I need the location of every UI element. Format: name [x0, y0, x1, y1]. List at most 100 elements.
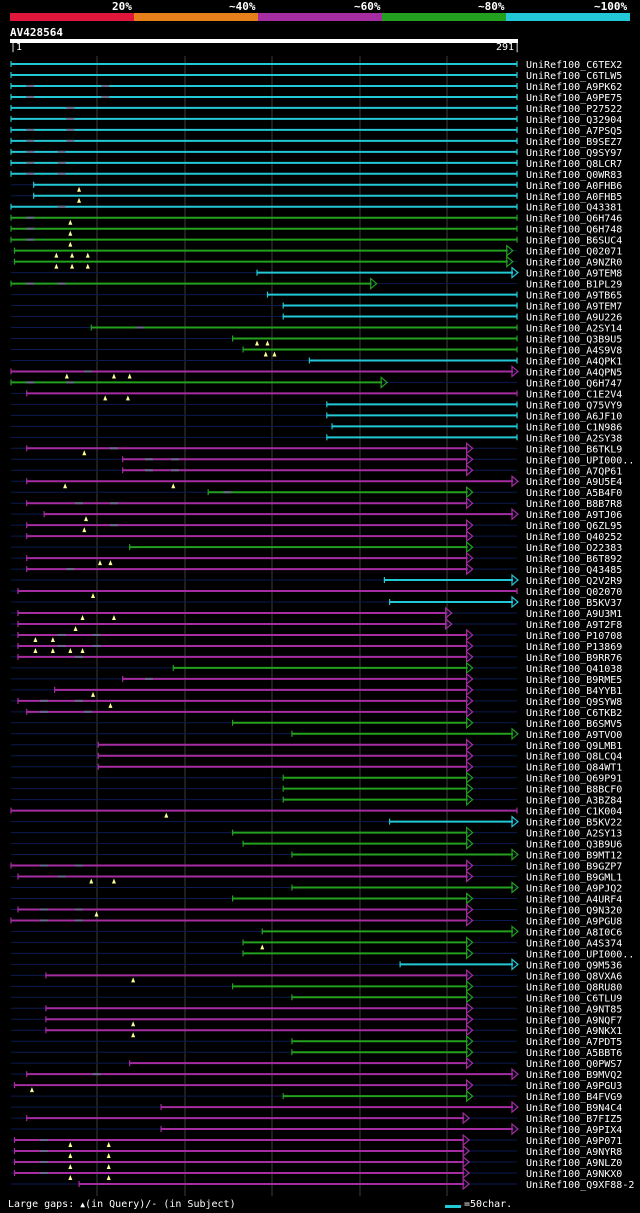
hit-label[interactable]: UniRef100_C1N986: [526, 422, 622, 433]
hit-label[interactable]: UniRef100_C6TLU9: [526, 993, 622, 1004]
hit-row[interactable]: UniRef100_A9TVO0: [11, 727, 622, 741]
hit-label[interactable]: UniRef100_A4S9V8: [526, 345, 622, 356]
hit-row[interactable]: UniRef100_A3BZ84: [11, 793, 622, 807]
hit-row[interactable]: UniRef100_C6TLW5: [10, 71, 622, 82]
hit-label[interactable]: UniRef100_A9NKX1: [526, 1026, 622, 1037]
hit-row[interactable]: UniRef100_B9MT12: [11, 848, 622, 862]
hit-row[interactable]: UniRef100_A9PGU3: [11, 1078, 622, 1093]
hit-label[interactable]: UniRef100_Q6H746: [526, 214, 622, 225]
hit-label[interactable]: UniRef100_C1E2V4: [526, 389, 622, 400]
hit-label[interactable]: UniRef100_A9T2F8: [526, 620, 622, 631]
hit-row[interactable]: UniRef100_B9N4C4: [11, 1100, 622, 1114]
hit-label[interactable]: UniRef100_Q0PWS7: [526, 1059, 622, 1070]
hit-label[interactable]: UniRef100_A9NKX0: [526, 1169, 622, 1180]
hit-label[interactable]: UniRef100_Q6H748: [526, 225, 622, 236]
hit-label[interactable]: UniRef100_B9SEZ7: [526, 137, 622, 148]
hit-row[interactable]: UniRef100_Q43485: [11, 562, 622, 576]
hit-row[interactable]: UniRef100_A0FHB5: [11, 192, 622, 203]
hit-row[interactable]: UniRef100_Q02070: [11, 587, 622, 599]
hit-label[interactable]: UniRef100_Q40252: [526, 532, 622, 543]
hit-label[interactable]: UniRef100_A2SY13: [526, 829, 622, 840]
hit-label[interactable]: UniRef100_A5BBT6: [526, 1048, 622, 1059]
hit-label[interactable]: UniRef100_Q02070: [526, 587, 622, 598]
hit-row[interactable]: UniRef100_C6TLU9: [11, 991, 622, 1004]
hit-row[interactable]: UniRef100_A7PDT5: [11, 1034, 622, 1048]
hit-row[interactable]: UniRef100_B8B7R8: [11, 496, 622, 510]
hit-row[interactable]: UniRef100_A5B4F0: [11, 485, 622, 499]
hit-row[interactable]: UniRef100_Q9SYW8: [11, 694, 622, 708]
hit-row[interactable]: UniRef100_O22383: [11, 540, 622, 554]
hit-row[interactable]: UniRef100_A4QPN5: [10, 365, 622, 379]
hit-row[interactable]: UniRef100_A7PSQ5: [10, 126, 622, 137]
hit-label[interactable]: UniRef100_A9NYR8: [526, 1147, 622, 1158]
hit-label[interactable]: UniRef100_B9N4C4: [526, 1103, 622, 1114]
hit-row[interactable]: UniRef100_A9U5E4: [11, 474, 622, 489]
hit-row[interactable]: UniRef100_B8BCF0: [11, 782, 622, 796]
hit-row[interactable]: UniRef100_A9PGU8: [10, 914, 622, 927]
hit-label[interactable]: UniRef100_B9GML1: [526, 873, 622, 884]
hit-label[interactable]: UniRef100_A9U5E4: [526, 477, 622, 488]
hit-label[interactable]: UniRef100_A0FHB6: [526, 181, 622, 192]
hit-row[interactable]: UniRef100_UPI000..: [11, 947, 634, 960]
hit-label[interactable]: UniRef100_Q32904: [526, 115, 622, 126]
hit-label[interactable]: UniRef100_B6T892: [526, 554, 622, 565]
hit-label[interactable]: UniRef100_B4FVG9: [526, 1092, 622, 1103]
hit-row[interactable]: UniRef100_A9P071: [11, 1133, 622, 1148]
hit-row[interactable]: UniRef100_A9TEM7: [11, 302, 622, 313]
hit-row[interactable]: UniRef100_B4FVG9: [11, 1089, 622, 1103]
hit-label[interactable]: UniRef100_A9NLZ0: [526, 1158, 622, 1169]
hit-row[interactable]: UniRef100_A8I0C6: [11, 925, 622, 938]
hit-label[interactable]: UniRef100_A7PSQ5: [526, 126, 622, 137]
hit-label[interactable]: UniRef100_A5B4F0: [526, 488, 622, 499]
hit-row[interactable]: UniRef100_A9TB65: [11, 291, 622, 302]
hit-label[interactable]: UniRef100_B4YYB1: [526, 686, 622, 697]
hit-row[interactable]: UniRef100_A4S9V8: [11, 345, 622, 357]
hit-label[interactable]: UniRef100_C6TLW5: [526, 71, 622, 82]
hit-label[interactable]: UniRef100_Q43381: [526, 203, 622, 214]
hit-label[interactable]: UniRef100_A2SY38: [526, 433, 622, 444]
hit-row[interactable]: UniRef100_A5BBT6: [11, 1045, 622, 1059]
hit-row[interactable]: UniRef100_B9GZP7: [10, 859, 622, 873]
hit-row[interactable]: UniRef100_A9T2F8: [11, 617, 622, 631]
hit-row[interactable]: UniRef100_A9NLZ0: [11, 1155, 622, 1169]
hit-row[interactable]: UniRef100_B7FIZ5: [11, 1111, 622, 1125]
hit-label[interactable]: UniRef100_Q3B9U6: [526, 840, 622, 851]
hit-row[interactable]: UniRef100_Q40252: [11, 529, 622, 543]
hit-label[interactable]: UniRef100_A9PK62: [526, 82, 622, 93]
hit-label[interactable]: UniRef100_A8I0C6: [526, 927, 622, 938]
hit-label[interactable]: UniRef100_Q41038: [526, 664, 622, 675]
hit-row[interactable]: UniRef100_Q3B9U6: [11, 837, 622, 851]
hit-row[interactable]: UniRef100_A9U226: [11, 313, 622, 324]
hit-row[interactable]: UniRef100_A9U3M1: [11, 606, 622, 620]
hit-row[interactable]: UniRef100_C1K004: [10, 807, 622, 818]
hit-label[interactable]: UniRef100_P27522: [526, 104, 622, 115]
hit-row[interactable]: UniRef100_A9PK62: [10, 82, 622, 93]
hit-row[interactable]: UniRef100_A9PIX4: [11, 1122, 622, 1136]
hit-label[interactable]: UniRef100_Q9LMB1: [526, 741, 622, 752]
hit-label[interactable]: UniRef100_Q0WR83: [526, 170, 622, 181]
hit-label[interactable]: UniRef100_A4QPK1: [526, 356, 622, 367]
hit-label[interactable]: UniRef100_Q69P91: [526, 774, 622, 785]
hit-label[interactable]: UniRef100_B9RR76: [526, 653, 622, 664]
hit-row[interactable]: UniRef100_Q84WT1: [11, 760, 622, 774]
hit-label[interactable]: UniRef100_A9TB65: [526, 291, 622, 302]
hit-label[interactable]: UniRef100_B5KV22: [526, 818, 622, 829]
hit-label[interactable]: UniRef100_B6SUC4: [526, 236, 622, 247]
hit-row[interactable]: UniRef100_P10708: [11, 628, 622, 642]
hit-label[interactable]: UniRef100_Q9SYW8: [526, 697, 622, 708]
hit-row[interactable]: UniRef100_A9NYR8: [11, 1144, 622, 1159]
hit-row[interactable]: UniRef100_Q8VXA6: [11, 969, 622, 983]
hit-row[interactable]: UniRef100_B6SMV5: [11, 716, 622, 730]
hit-row[interactable]: UniRef100_B6TKL9: [11, 442, 622, 456]
hit-row[interactable]: UniRef100_P27522: [10, 104, 622, 115]
hit-label[interactable]: UniRef100_B6TKL9: [526, 444, 622, 455]
hit-row[interactable]: UniRef100_B9SEZ7: [10, 137, 622, 148]
hit-label[interactable]: UniRef100_B9MVQ2: [526, 1070, 622, 1081]
hit-label[interactable]: UniRef100_O22383: [526, 543, 622, 554]
hit-row[interactable]: UniRef100_Q32904: [10, 115, 622, 126]
hit-row[interactable]: UniRef100_A9NZR0: [11, 255, 622, 269]
hit-label[interactable]: UniRef100_C6TEX2: [526, 60, 622, 71]
hit-label[interactable]: UniRef100_A6JF10: [526, 411, 622, 422]
hit-label[interactable]: UniRef100_B8B7R8: [526, 499, 622, 510]
hit-label[interactable]: UniRef100_A0FHB5: [526, 192, 622, 203]
